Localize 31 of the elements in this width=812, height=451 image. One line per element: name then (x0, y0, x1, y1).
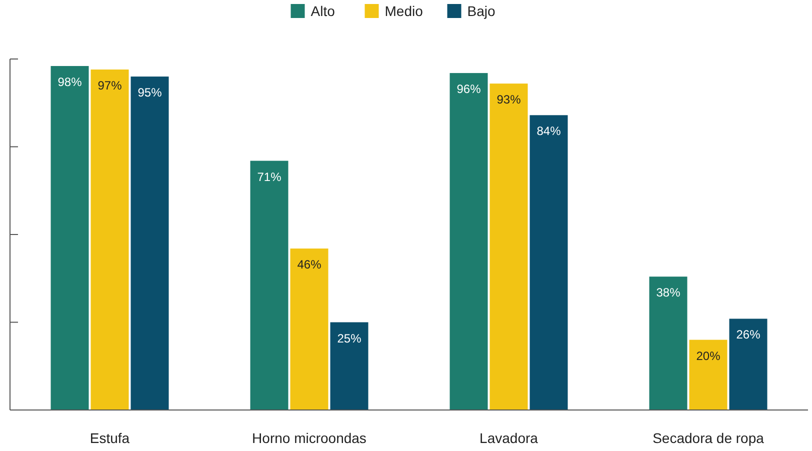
data-label: 26% (736, 328, 761, 342)
bar (250, 160, 288, 410)
x-tick-label: Horno microondas (252, 430, 366, 446)
bar (50, 66, 89, 410)
x-tick-label: Secadora de ropa (652, 430, 764, 446)
data-label: 97% (98, 78, 122, 93)
data-label: 95% (138, 86, 162, 100)
bar (90, 70, 129, 410)
data-label: 25% (337, 331, 362, 346)
data-label: 84% (536, 124, 562, 138)
data-label: 98% (58, 75, 82, 90)
data-label: 46% (297, 258, 322, 272)
bar (530, 115, 568, 410)
bar (290, 248, 328, 410)
x-tick-label: Lavadora (480, 430, 538, 446)
data-label: 96% (456, 82, 482, 96)
bar (649, 276, 688, 410)
data-label: 20% (696, 348, 721, 363)
data-label: 38% (656, 286, 681, 300)
legend-label: Alto (310, 3, 336, 19)
bar (130, 76, 169, 410)
data-label: 93% (496, 92, 522, 107)
data-label: 71% (257, 170, 282, 184)
legend-label: Medio (384, 3, 424, 19)
x-tick-label: Estufa (90, 430, 130, 446)
bar (729, 318, 768, 410)
bar (689, 340, 728, 410)
bar (330, 322, 368, 410)
legend-label: Bajo (467, 3, 496, 19)
bar (490, 84, 528, 410)
bar (450, 73, 488, 410)
